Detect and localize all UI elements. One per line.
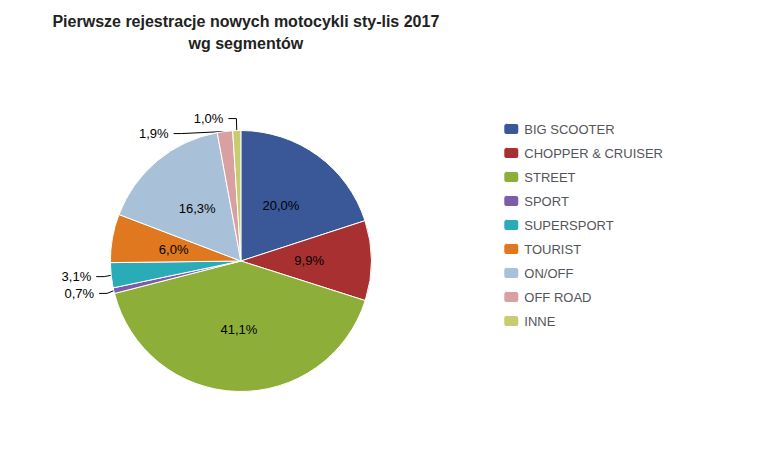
svg-text:wg segmentów: wg segmentów xyxy=(188,35,304,52)
svg-text:SPORT: SPORT xyxy=(524,194,569,209)
svg-text:41,1%: 41,1% xyxy=(221,322,258,337)
svg-text:INNE: INNE xyxy=(524,314,555,329)
svg-text:ON/OFF: ON/OFF xyxy=(524,266,573,281)
svg-text:16,3%: 16,3% xyxy=(179,201,216,216)
svg-text:6,0%: 6,0% xyxy=(159,242,189,257)
svg-text:TOURIST: TOURIST xyxy=(524,242,581,257)
svg-text:OFF ROAD: OFF ROAD xyxy=(524,290,591,305)
svg-text:STREET: STREET xyxy=(524,170,575,185)
svg-text:9,9%: 9,9% xyxy=(294,253,324,268)
svg-text:20,0%: 20,0% xyxy=(263,198,300,213)
svg-text:SUPERSPORT: SUPERSPORT xyxy=(524,218,613,233)
svg-text:3,1%: 3,1% xyxy=(62,269,92,284)
svg-text:1,9%: 1,9% xyxy=(139,126,169,141)
svg-text:Pierwsze rejestracje nowych mo: Pierwsze rejestracje nowych motocykli st… xyxy=(52,13,439,30)
svg-text:1,0%: 1,0% xyxy=(194,111,224,126)
svg-text:BIG SCOOTER: BIG SCOOTER xyxy=(524,122,614,137)
svg-text:0,7%: 0,7% xyxy=(64,286,94,301)
svg-text:CHOPPER & CRUISER: CHOPPER & CRUISER xyxy=(524,146,663,161)
